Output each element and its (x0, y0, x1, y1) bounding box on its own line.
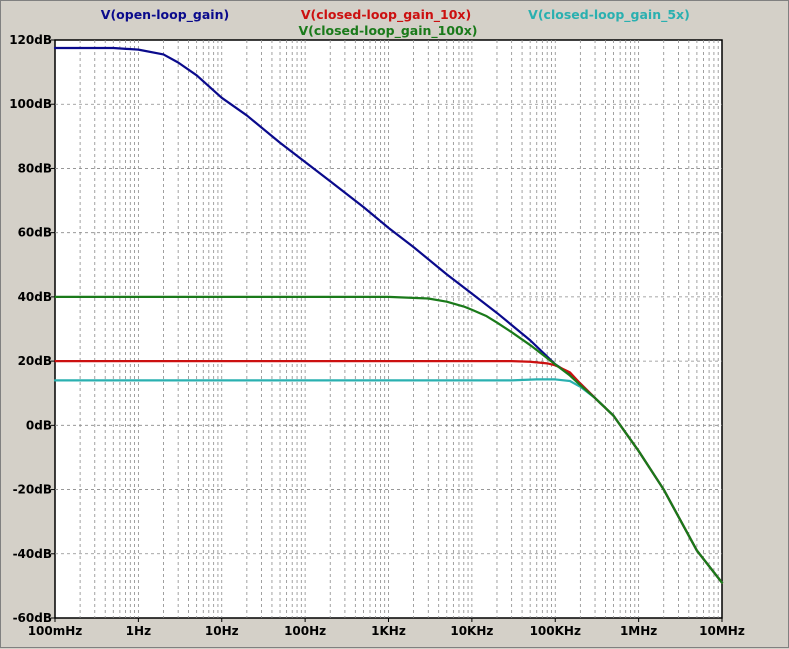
y-tick-label: 100dB (9, 97, 52, 111)
trace-v-closed-loop-gain-100x[interactable] (53, 295, 724, 584)
x-tick-label: 10MHz (699, 624, 745, 638)
x-tick-label: 10Hz (205, 624, 239, 638)
legend-entry-v-open-loop-gain[interactable]: V(open-loop_gain) (101, 7, 229, 23)
x-tick-label: 1KHz (371, 624, 406, 638)
x-tick-label: 1MHz (620, 624, 657, 638)
y-tick-label: -40dB (13, 547, 52, 561)
legend-entry-v-closed-loop-gain-10x[interactable]: V(closed-loop_gain_10x) (301, 7, 471, 23)
x-tick-label: 100KHz (530, 624, 581, 638)
x-tick-label: 1Hz (126, 624, 151, 638)
traces (53, 46, 724, 584)
y-tick-label: 120dB (9, 33, 52, 47)
x-tick-labels: 100mHz 1Hz 10Hz 100Hz 1KHz 10KHz 100KHz 1MHz 10M… (28, 618, 745, 638)
x-tick-label: 100Hz (284, 624, 326, 638)
y-tick-label: -60dB (13, 611, 52, 625)
x-tick-label: 100mHz (28, 624, 83, 638)
y-tick-label: 20dB (18, 354, 52, 368)
grid-lines (55, 40, 722, 618)
y-tick-label: 40dB (18, 290, 52, 304)
y-tick-label: -20dB (13, 483, 52, 497)
legend: V(open-loop_gain) V(closed-loop_gain_10x)… (101, 7, 690, 39)
y-tick-labels: 120dB 100dB 80dB 60dB 40dB 20dB 0dB -20dB -40dB -… (9, 33, 55, 625)
y-tick-label: 60dB (18, 226, 52, 240)
y-tick-label: 80dB (18, 161, 52, 175)
x-tick-label: 10KHz (450, 624, 493, 638)
legend-entry-v-closed-loop-gain-5x[interactable]: V(closed-loop_gain_5x) (528, 7, 690, 23)
legend-entry-v-closed-loop-gain-100x[interactable]: V(closed-loop_gain_100x) (298, 23, 477, 39)
y-tick-label: 0dB (26, 418, 52, 432)
